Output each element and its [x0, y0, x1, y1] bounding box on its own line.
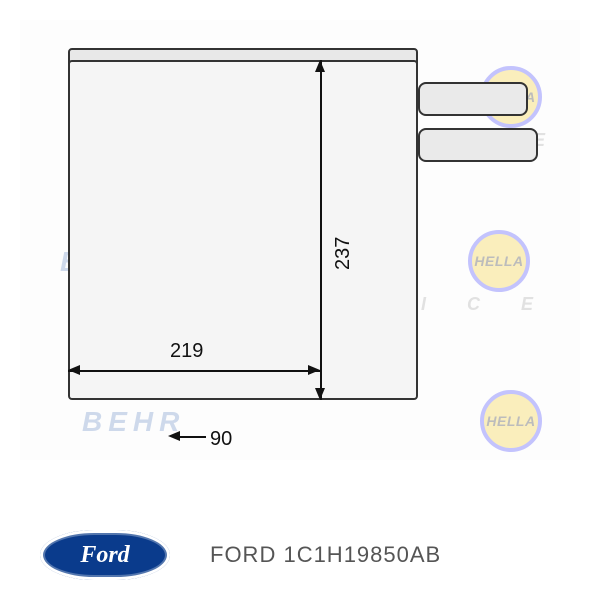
footer: Ford FORD 1C1H19850AB	[40, 530, 560, 580]
dim-depth-line	[180, 436, 206, 438]
dim-height-line	[320, 60, 322, 400]
hella-text-2: HELLA	[474, 253, 523, 269]
radiator-pipe-lower	[418, 128, 538, 162]
ford-logo-text: Ford	[80, 542, 129, 569]
diagram-area: BEHR HELLA S E R V I C E BEHR HELLA S E …	[20, 20, 580, 460]
dim-depth-label: 90	[210, 428, 232, 451]
dim-height-label: 237	[332, 237, 355, 270]
part-number-label: FORD 1C1H19850AB	[210, 542, 441, 568]
radiator-body	[68, 60, 418, 400]
hella-text-3: HELLA	[486, 413, 535, 429]
ford-logo: Ford	[40, 530, 170, 580]
dim-width-label: 219	[170, 340, 203, 363]
hella-badge-3: HELLA	[480, 390, 542, 452]
dim-height-arrow-top	[315, 60, 325, 72]
hella-badge-2: HELLA	[468, 230, 530, 292]
part-number: 1C1H19850AB	[283, 542, 441, 567]
dim-height-arrow-bottom	[315, 388, 325, 400]
dim-width-arrow-right	[308, 365, 320, 375]
part-prefix: FORD	[210, 542, 276, 567]
dim-width-line	[68, 370, 320, 372]
radiator-pipe-upper	[418, 82, 528, 116]
dim-depth-arrow	[168, 431, 180, 441]
dim-width-arrow-left	[68, 365, 80, 375]
